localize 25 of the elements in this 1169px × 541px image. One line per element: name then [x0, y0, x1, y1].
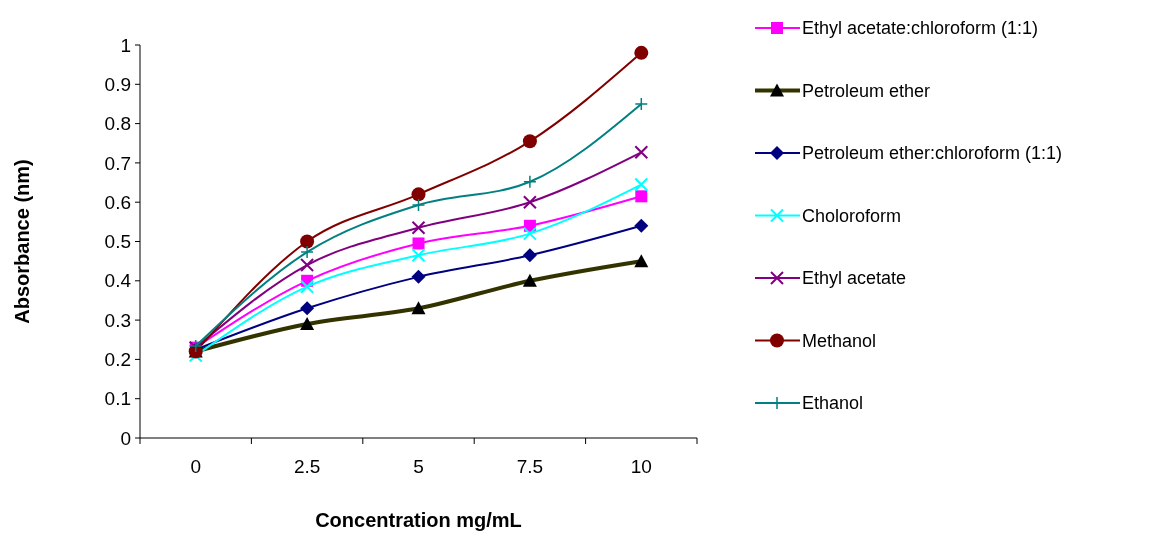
y-tick-label: 0 — [120, 427, 131, 449]
legend-label: Petroleum ether:chloroform (1:1) — [802, 143, 1063, 164]
x-tick-label: 7.5 — [516, 456, 544, 477]
y-tick-label: 0.2 — [104, 349, 131, 371]
legend-label: Petroleum ether — [802, 80, 931, 101]
y-tick-label: 0.4 — [104, 270, 132, 292]
legend-label: Ethanol — [802, 393, 864, 414]
y-tick-label: 0.3 — [104, 309, 131, 331]
x-tick-label: 10 — [630, 456, 652, 477]
y-tick-label: 1 — [120, 34, 131, 56]
legend-label: Ethyl acetate:chloroform (1:1) — [802, 18, 1039, 39]
y-tick-label: 0.9 — [104, 73, 131, 95]
legend-label: Choloroform — [802, 205, 902, 226]
x-axis-title: Concentration mg/mL — [315, 509, 522, 531]
y-tick-label: 0.5 — [104, 231, 131, 253]
y-axis-title: Absorbance (nm) — [11, 159, 33, 324]
legend-label: Ethyl acetate — [802, 268, 907, 289]
y-tick-label: 0.1 — [104, 388, 131, 410]
y-tick-label: 0.6 — [104, 191, 131, 213]
y-tick-label: 0.7 — [104, 152, 131, 174]
x-tick-label: 5 — [413, 456, 424, 477]
legend-label: Methanol — [802, 330, 877, 351]
y-tick-label: 0.8 — [104, 113, 131, 135]
x-tick-label: 2.5 — [293, 456, 321, 477]
x-tick-label: 0 — [190, 456, 201, 477]
